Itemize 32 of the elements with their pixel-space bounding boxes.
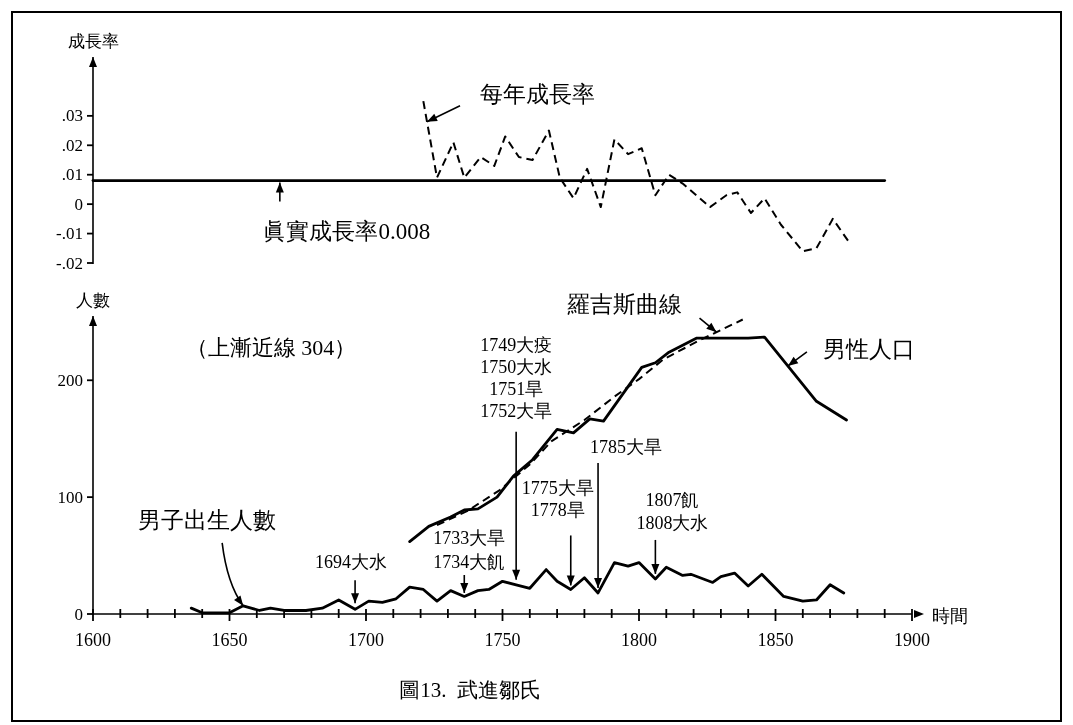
tick-label: -.01 xyxy=(56,224,83,244)
series-label: 男性人口 xyxy=(822,337,915,363)
annotation: 1775大旱 1778旱 xyxy=(521,478,594,521)
series-label: 眞實成長率0.008 xyxy=(263,219,431,245)
tick-label: 1750 xyxy=(484,630,521,650)
tick-label: 1700 xyxy=(348,630,384,650)
tick-label: 1800 xyxy=(621,630,657,650)
series-label: 每年成長率 xyxy=(479,82,595,108)
annotation: 1785大旱 xyxy=(590,436,663,457)
tick-label: 0 xyxy=(74,604,83,624)
annotation: 1694大水 xyxy=(315,552,388,573)
tick-label: -.02 xyxy=(56,253,83,273)
ylabel: 成長率 xyxy=(67,31,119,51)
tick-label: 1850 xyxy=(757,630,794,650)
tick-label: 1600 xyxy=(75,630,111,650)
annotation: 1733大旱 1734大飢 xyxy=(433,527,506,572)
annotation: （上漸近線 304） xyxy=(185,334,357,360)
tick-label: 100 xyxy=(57,487,83,507)
tick-label: 200 xyxy=(57,370,83,390)
series-label: 男子出生人數 xyxy=(138,508,277,534)
ylabel: 人數 xyxy=(76,290,110,310)
annotation: 1807飢 1808大水 xyxy=(636,490,709,533)
title: 圖13. 武進鄒氏 xyxy=(399,678,541,702)
xlabel: 時間 xyxy=(932,606,968,626)
series-label: 羅吉斯曲線 xyxy=(567,291,683,317)
tick-label: 1650 xyxy=(211,630,248,650)
tick-label: 0 xyxy=(74,194,83,214)
tick-label: 1900 xyxy=(894,630,930,650)
tick-label: .03 xyxy=(61,106,83,126)
tick-label: .02 xyxy=(61,135,83,155)
annotation: 1749大疫 1750大水 1751旱 1752大旱 xyxy=(480,334,553,421)
tick-label: .01 xyxy=(61,165,83,185)
